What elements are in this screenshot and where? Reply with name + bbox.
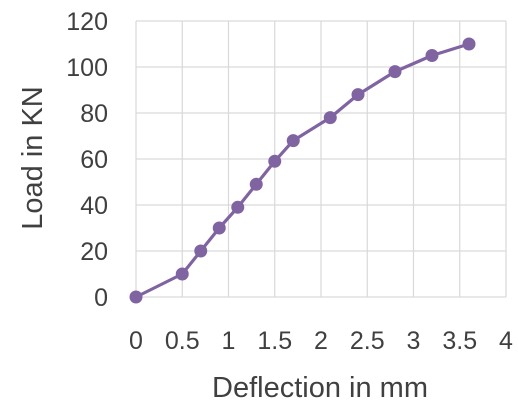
x-tick-label: 2.5 bbox=[350, 327, 385, 355]
series-layer bbox=[129, 37, 476, 304]
x-tick-label: 3.5 bbox=[442, 327, 477, 355]
x-tick-label: 3 bbox=[407, 327, 421, 355]
x-axis-title: Deflection in mm bbox=[212, 372, 428, 404]
gridlines bbox=[135, 20, 507, 297]
data-point bbox=[425, 49, 439, 62]
data-point bbox=[268, 154, 282, 168]
data-point bbox=[231, 200, 245, 214]
y-tick-label: 0 bbox=[94, 284, 108, 312]
y-tick-label: 40 bbox=[80, 192, 108, 220]
y-axis-title: Load in KN bbox=[17, 86, 49, 230]
data-point bbox=[175, 267, 189, 281]
x-tick-label: 0 bbox=[129, 327, 143, 355]
data-point bbox=[249, 177, 263, 191]
y-tick-label: 60 bbox=[80, 146, 108, 174]
y-tick-label: 100 bbox=[66, 54, 108, 82]
data-point bbox=[194, 244, 208, 258]
series-line bbox=[135, 42, 470, 299]
y-tick-label: 80 bbox=[80, 100, 108, 128]
x-tick-label: 0.5 bbox=[165, 327, 200, 355]
data-point bbox=[323, 111, 337, 125]
x-tick-label: 1 bbox=[222, 327, 236, 355]
y-tick-label: 20 bbox=[80, 238, 108, 266]
data-point bbox=[462, 37, 476, 51]
data-point bbox=[212, 221, 226, 235]
y-tick-label: 120 bbox=[66, 8, 108, 36]
data-point bbox=[129, 290, 143, 304]
data-point bbox=[351, 88, 365, 102]
x-tick-label: 4 bbox=[499, 327, 513, 355]
x-tick-label: 2 bbox=[314, 327, 328, 355]
data-point bbox=[286, 134, 300, 148]
x-tick-label: 1.5 bbox=[257, 327, 292, 355]
data-point bbox=[388, 65, 402, 79]
